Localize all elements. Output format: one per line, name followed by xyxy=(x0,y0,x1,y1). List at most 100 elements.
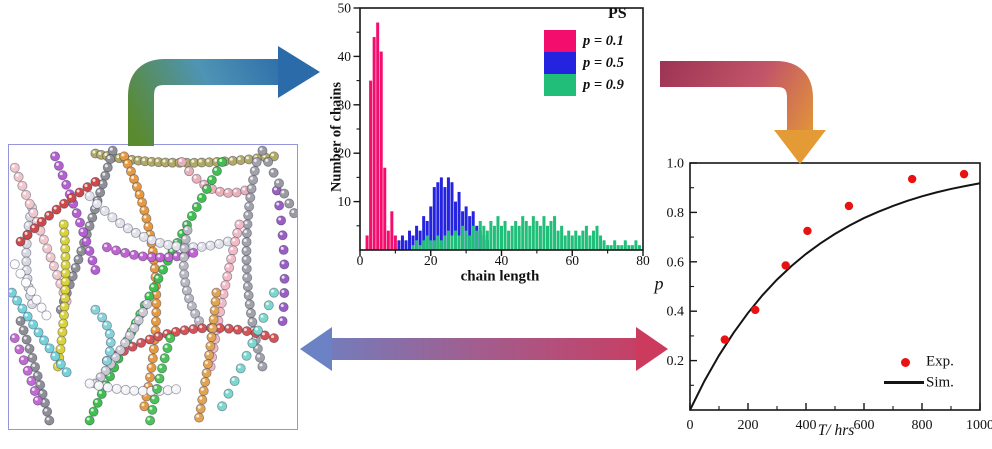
bead-highlight xyxy=(243,256,247,260)
histogram-bar xyxy=(556,230,560,250)
bead-highlight xyxy=(42,399,46,403)
bead-highlight xyxy=(199,325,203,329)
bead-highlight xyxy=(155,159,159,163)
arrow-histogram-to-kinetics xyxy=(660,61,826,164)
bead-highlight xyxy=(243,247,247,251)
bead-highlight xyxy=(138,339,142,343)
histogram-bar xyxy=(446,177,450,250)
bead-highlight xyxy=(276,202,280,206)
bead-highlight xyxy=(273,187,277,191)
bead-highlight xyxy=(154,385,158,389)
bead-highlight xyxy=(244,230,248,234)
bead-highlight xyxy=(135,317,139,321)
y-tick-label: 50 xyxy=(338,1,352,16)
histogram-bar xyxy=(595,225,599,250)
bead-highlight xyxy=(11,261,15,265)
bead-highlight xyxy=(90,408,94,412)
bead-highlight xyxy=(261,332,265,336)
bead-highlight xyxy=(11,335,15,339)
exp-point xyxy=(844,201,854,211)
histogram-bar xyxy=(531,216,535,250)
y-tick-label: 10 xyxy=(338,194,352,209)
histogram-bar xyxy=(630,245,634,250)
bead-highlight xyxy=(259,147,263,151)
bead-highlight xyxy=(124,160,128,164)
x-tick-label: 400 xyxy=(796,418,817,433)
histogram-bar xyxy=(439,240,443,250)
y-tick-label: 0.6 xyxy=(667,255,685,270)
bead-highlight xyxy=(94,399,98,403)
bead-highlight xyxy=(231,378,235,382)
bead-highlight xyxy=(55,162,59,166)
bead-highlight xyxy=(43,312,47,316)
bead-highlight xyxy=(104,322,108,326)
bead-highlight xyxy=(169,159,173,163)
kinetics-legend-sim-label: Sim. xyxy=(926,374,954,391)
bead-highlight xyxy=(279,318,283,322)
bead-highlight xyxy=(150,284,154,288)
bead-chain xyxy=(257,145,297,219)
bead-highlight xyxy=(139,253,143,257)
histogram-bar xyxy=(599,235,603,250)
bead-highlight xyxy=(244,283,248,287)
bead-highlight xyxy=(153,291,157,295)
bead-highlight xyxy=(58,337,62,341)
bead-highlight xyxy=(20,327,24,331)
bead-highlight xyxy=(243,352,247,356)
bead-highlight xyxy=(271,289,275,293)
histogram-bar xyxy=(591,230,595,250)
bead-highlight xyxy=(63,181,67,185)
bead-highlight xyxy=(76,189,80,193)
exp-point xyxy=(720,335,729,344)
bead-highlight xyxy=(129,343,133,347)
bead-highlight xyxy=(212,298,216,302)
bead-highlight xyxy=(262,154,266,158)
bead-highlight xyxy=(62,270,66,274)
bead-highlight xyxy=(271,153,275,157)
histogram-bar xyxy=(517,225,521,250)
bead-highlight xyxy=(180,262,184,266)
bead-highlight xyxy=(245,212,249,216)
bead-highlight xyxy=(106,348,110,352)
bead-highlight xyxy=(167,335,171,339)
bead-highlight xyxy=(142,158,146,162)
x-tick-label: 80 xyxy=(636,253,650,268)
bead-highlight xyxy=(203,370,207,374)
bead-highlight xyxy=(280,304,284,308)
bead-highlight xyxy=(179,230,183,234)
histogram-bar xyxy=(408,230,412,250)
bead-highlight xyxy=(182,236,186,240)
bead-highlight xyxy=(198,243,202,247)
bead-highlight xyxy=(151,396,155,400)
bead-highlight xyxy=(196,318,200,322)
bead-highlight xyxy=(38,304,42,308)
histogram-bar xyxy=(637,245,641,250)
bead-highlight xyxy=(243,239,247,243)
bead-highlight xyxy=(121,153,125,157)
bead-highlight xyxy=(147,231,151,235)
bead-highlight xyxy=(97,374,101,378)
simulation-snapshot-box xyxy=(8,144,298,430)
bead-highlight xyxy=(165,254,169,258)
bead-highlight xyxy=(279,232,283,236)
histogram-bar xyxy=(432,187,436,250)
bead-highlight xyxy=(149,406,153,410)
histogram-bar xyxy=(418,245,422,250)
bead-highlight xyxy=(197,405,201,409)
bead-highlight xyxy=(225,390,229,394)
x-tick-label: 20 xyxy=(424,253,438,268)
bead-highlight xyxy=(193,204,197,208)
bead-highlight xyxy=(214,158,218,162)
bead-highlight xyxy=(139,388,143,392)
bead-chain xyxy=(241,157,268,372)
histogram-bar xyxy=(454,230,458,250)
bead-highlight xyxy=(117,220,121,224)
bead-highlight xyxy=(190,244,194,248)
histogram-bar xyxy=(478,220,482,250)
bead-highlight xyxy=(257,354,261,358)
histogram-legend: p = 0.1 p = 0.5 p = 0.9 xyxy=(544,30,624,96)
bead-highlight xyxy=(46,212,50,216)
bead-highlight xyxy=(247,194,251,198)
bead-highlight xyxy=(23,191,27,195)
